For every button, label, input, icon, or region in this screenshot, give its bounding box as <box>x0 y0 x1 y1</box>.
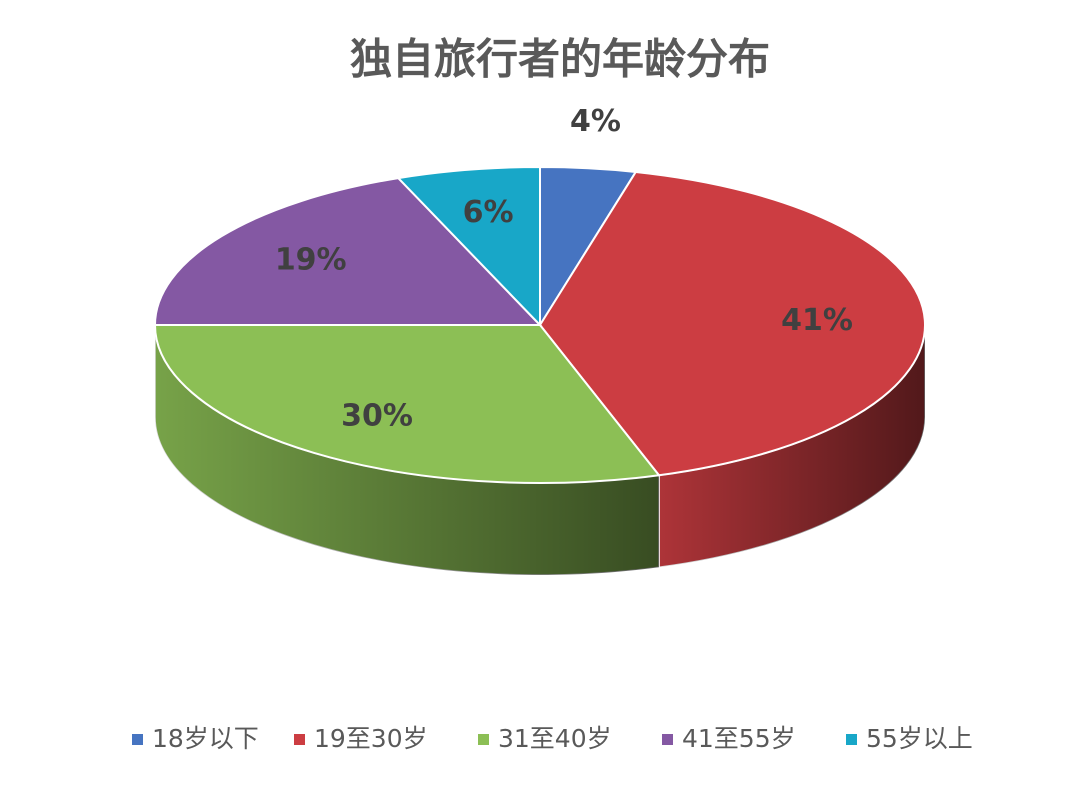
legend-label: 41至55岁 <box>682 724 796 753</box>
legend-label: 18岁以下 <box>152 724 259 753</box>
slice <box>538 170 926 477</box>
chart-title: 独自旅行者的年龄分布 <box>350 35 770 84</box>
legend-swatch <box>294 734 305 745</box>
pie: 4% 41% 30% 19% 6% <box>153 104 926 576</box>
legend-swatch <box>662 734 673 745</box>
legend-label: 55岁以上 <box>866 724 973 753</box>
legend-label: 19至30岁 <box>314 724 428 753</box>
data-label: 4% <box>570 104 621 139</box>
slice <box>153 324 661 484</box>
legend-swatch <box>846 734 857 745</box>
slice-side-shade <box>155 325 659 575</box>
legend: 18岁以下 19至30岁 31至40岁 41至55岁 55岁以上 <box>132 724 973 753</box>
legend-label: 31至40岁 <box>498 724 612 753</box>
legend-swatch <box>478 734 489 745</box>
slice <box>396 165 541 328</box>
data-label: 30% <box>341 399 413 434</box>
data-label: 41% <box>781 303 853 338</box>
legend-swatch <box>132 734 143 745</box>
data-label: 19% <box>275 243 347 278</box>
data-label: 6% <box>463 195 514 230</box>
slice-side-shade <box>658 325 925 568</box>
slice <box>153 177 543 326</box>
